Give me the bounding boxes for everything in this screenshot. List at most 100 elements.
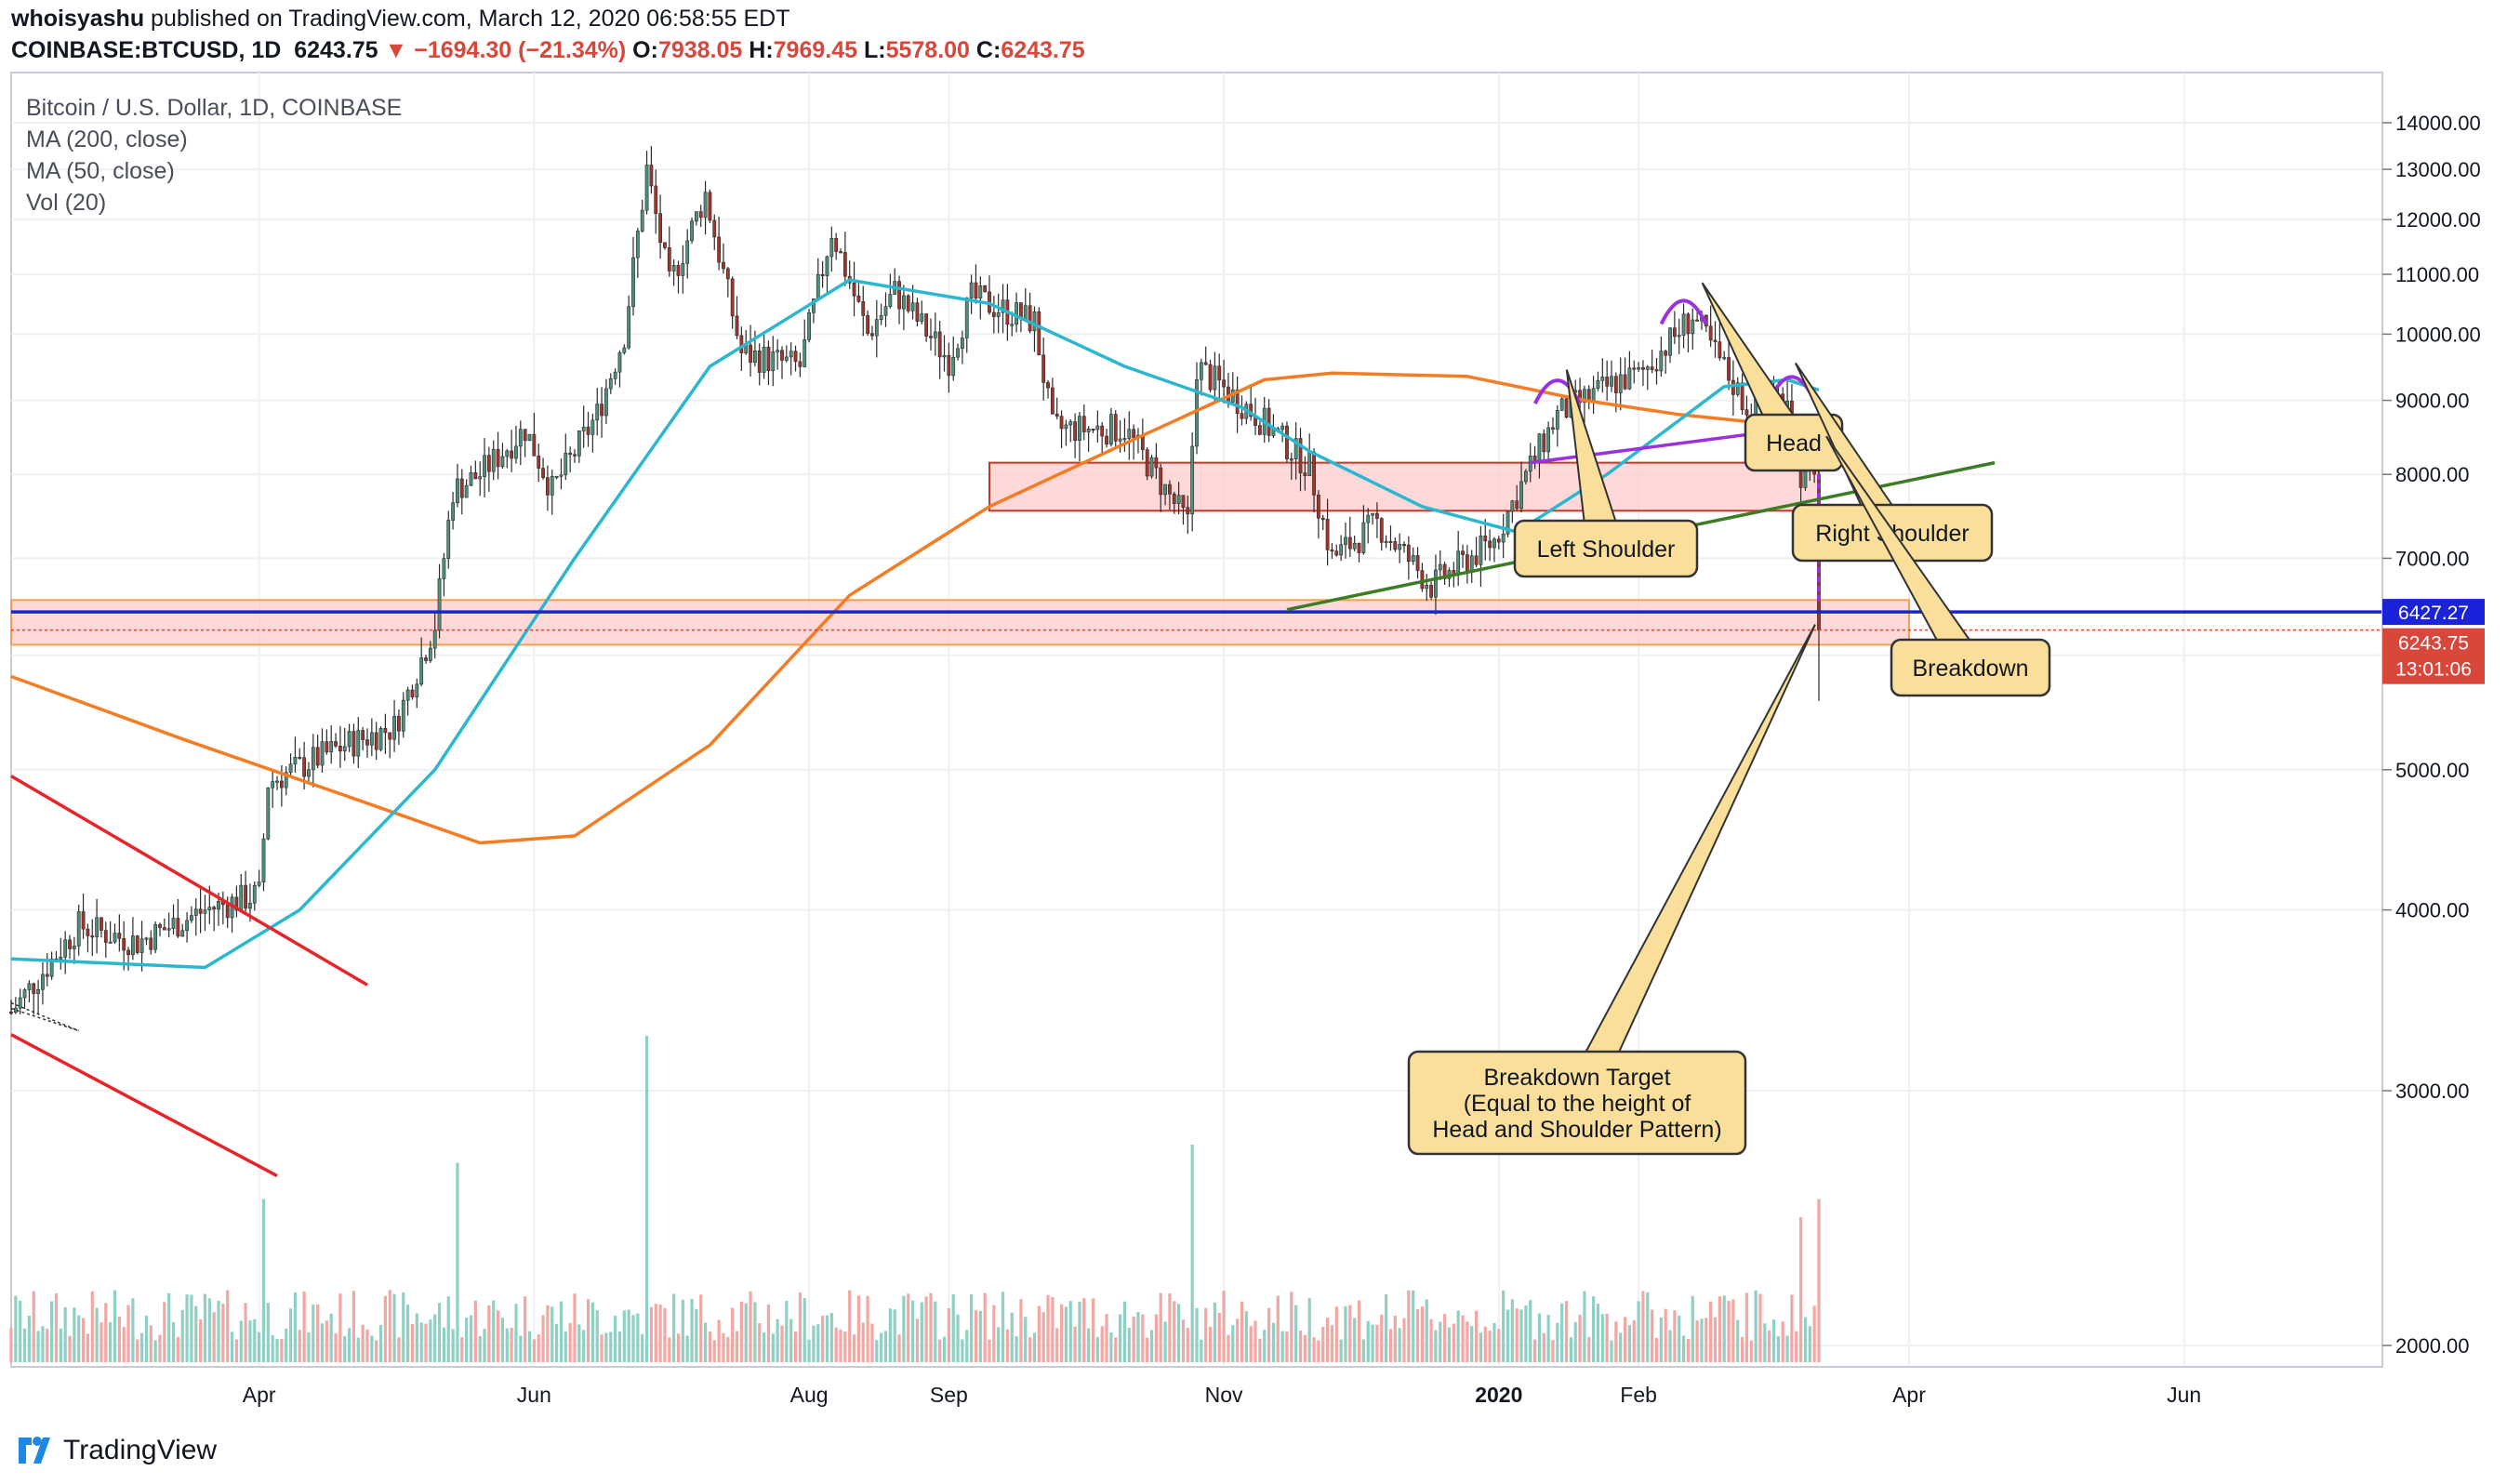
volume-bar xyxy=(465,1318,469,1362)
volume-bar xyxy=(1790,1294,1794,1362)
candle-body xyxy=(722,261,725,270)
candle-body xyxy=(1605,377,1610,387)
candle-body xyxy=(1325,518,1330,550)
head-callout-text: Head xyxy=(1766,431,1822,457)
volume-bar xyxy=(1334,1306,1338,1362)
candle-body xyxy=(59,957,63,960)
legend-ma200[interactable]: MA (200, close) xyxy=(26,126,188,152)
volume-bar xyxy=(73,1307,76,1362)
volume-bar xyxy=(1600,1314,1604,1362)
volume-bar xyxy=(1244,1311,1248,1362)
candle-body xyxy=(68,939,72,949)
volume-bar xyxy=(676,1333,681,1362)
candle-body xyxy=(1731,379,1735,395)
volume-bar xyxy=(234,1339,238,1362)
volume-bar xyxy=(1537,1313,1542,1362)
candle-body xyxy=(1506,510,1510,535)
author-name[interactable]: whoisyashu xyxy=(11,6,145,32)
legend-volume[interactable]: Vol (20) xyxy=(26,190,107,216)
volume-bar xyxy=(1330,1325,1334,1362)
volume-bar xyxy=(136,1339,139,1362)
candle-body xyxy=(325,741,329,753)
volume-bar xyxy=(77,1315,81,1362)
breakdown-callout-box xyxy=(1890,638,2051,697)
volume-bar xyxy=(961,1339,964,1362)
candle-body xyxy=(1632,367,1637,370)
left-shoulder-callout-pointer xyxy=(1565,369,1625,550)
volume-bar xyxy=(473,1300,477,1362)
volume-bar xyxy=(167,1292,171,1362)
candle-body xyxy=(969,282,974,298)
volume-bar xyxy=(1267,1307,1271,1362)
volume-bar xyxy=(614,1315,617,1362)
candle-body xyxy=(1479,536,1483,565)
volume-bar xyxy=(451,1329,455,1362)
candle-body xyxy=(338,746,342,752)
candle-body xyxy=(762,346,766,373)
volume-bar xyxy=(1447,1327,1452,1362)
volume-bar xyxy=(239,1320,243,1362)
volume-bar xyxy=(965,1330,969,1362)
volume-bar xyxy=(410,1323,415,1362)
volume-bar xyxy=(1100,1326,1104,1362)
candle-body xyxy=(1722,357,1727,360)
candle-body xyxy=(203,909,207,914)
candle-body xyxy=(1366,514,1371,523)
volume-bar xyxy=(1249,1326,1253,1362)
candle-body xyxy=(658,213,662,244)
breakdown-target-callout-box xyxy=(1407,1050,1747,1156)
volume-bar xyxy=(1754,1290,1758,1362)
volume-bar xyxy=(433,1314,437,1362)
candle-body xyxy=(266,787,271,840)
volume-bar xyxy=(763,1332,766,1362)
candle-body xyxy=(248,902,252,909)
x-tick-label: Jun xyxy=(2167,1383,2201,1407)
volume-bar xyxy=(1041,1311,1045,1362)
volume-bar xyxy=(32,1291,35,1362)
volume-bar xyxy=(144,1315,149,1362)
volume-bar xyxy=(478,1336,482,1362)
candle-body xyxy=(302,757,307,777)
tradingview-brand[interactable]: TradingView xyxy=(13,1432,217,1469)
volume-bar xyxy=(1483,1326,1487,1362)
legend-ma50[interactable]: MA (50, close) xyxy=(26,158,175,184)
y-tick-label: 14000.00 xyxy=(2395,112,2481,135)
candle-body xyxy=(1672,327,1677,338)
candle-body xyxy=(1050,387,1055,415)
volume-bar xyxy=(654,1304,657,1362)
volume-bar xyxy=(63,1306,67,1362)
volume-bar xyxy=(663,1307,667,1362)
candle-body xyxy=(99,917,103,931)
zones xyxy=(10,461,1910,646)
head-callout-pointer xyxy=(1701,282,1813,444)
candle-body xyxy=(311,747,315,771)
change-arrow-icon: ▼ xyxy=(384,37,408,63)
volume-bar xyxy=(1141,1314,1145,1362)
volume-bar xyxy=(1461,1315,1465,1362)
volume-bar xyxy=(590,1302,594,1362)
upper-red-line xyxy=(10,775,368,987)
volume-bar xyxy=(1001,1292,1005,1362)
y-tick-label: 8000.00 xyxy=(2395,463,2470,486)
volume-bar xyxy=(285,1328,288,1362)
ohlc-line: COINBASE:BTCUSD, 1D 6243.75 ▼ −1694.30 (… xyxy=(11,37,1085,64)
volume-bar xyxy=(1127,1328,1131,1362)
volume-bar xyxy=(1073,1326,1077,1362)
candle-body xyxy=(1591,388,1596,401)
candle-body xyxy=(1330,550,1334,552)
volume-bar xyxy=(744,1303,748,1362)
volume-bar xyxy=(388,1290,391,1362)
candle-body xyxy=(681,263,685,276)
volume-bar xyxy=(519,1335,523,1362)
volume-bar xyxy=(586,1299,590,1362)
x-tick-label: Apr xyxy=(1892,1383,1926,1407)
candle-body xyxy=(32,983,36,994)
volume-bar xyxy=(1258,1338,1262,1362)
candle-body xyxy=(757,350,762,373)
candle-body xyxy=(784,356,789,361)
candle-body xyxy=(419,657,424,685)
volume-bar xyxy=(1087,1328,1091,1362)
candle-body xyxy=(63,939,68,958)
volume-bar xyxy=(14,1295,18,1362)
